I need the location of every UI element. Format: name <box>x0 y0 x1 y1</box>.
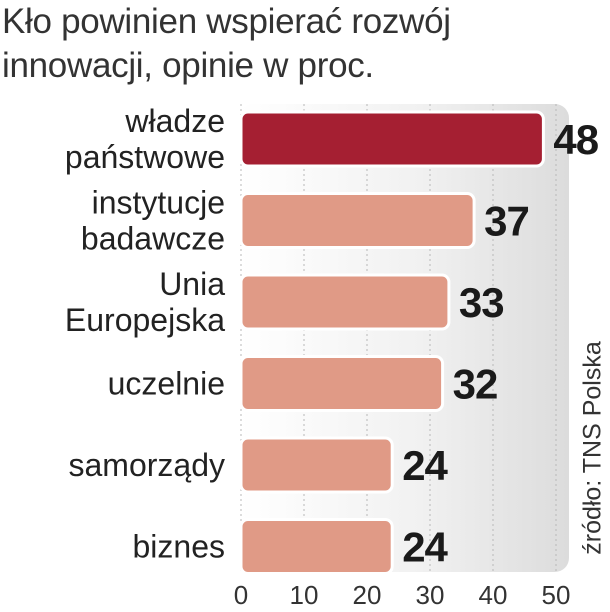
category-label: biznes <box>133 529 226 565</box>
bar <box>239 518 394 575</box>
x-tick-label: 50 <box>542 580 571 610</box>
value-label: 48 <box>553 116 598 163</box>
category-label: Unia Europejska <box>65 266 225 338</box>
plot-background <box>239 104 569 572</box>
bar <box>239 273 451 331</box>
bar <box>239 110 545 168</box>
value-label: 37 <box>484 198 529 245</box>
category-label: instytucje badawcze <box>81 185 225 257</box>
chart-title: Kło powinien wspierać rozwój innowacji, … <box>2 2 451 85</box>
value-label: 33 <box>459 279 504 326</box>
value-label: 24 <box>402 524 448 571</box>
x-tick-label: 0 <box>234 580 248 610</box>
bar <box>239 192 476 249</box>
value-label: 24 <box>402 442 448 489</box>
category-label: samorządy <box>69 447 226 483</box>
bar <box>239 436 394 494</box>
x-tick-label: 40 <box>479 580 508 610</box>
x-tick-label: 30 <box>416 580 445 610</box>
category-label: władze państwowe <box>65 103 225 175</box>
x-tick-label: 10 <box>290 580 319 610</box>
bar <box>239 355 445 412</box>
category-label: uczelnie <box>108 366 225 402</box>
source-note: źródło: TNS Polska <box>578 341 607 555</box>
x-tick-label: 20 <box>353 580 382 610</box>
value-label: 32 <box>453 361 498 408</box>
